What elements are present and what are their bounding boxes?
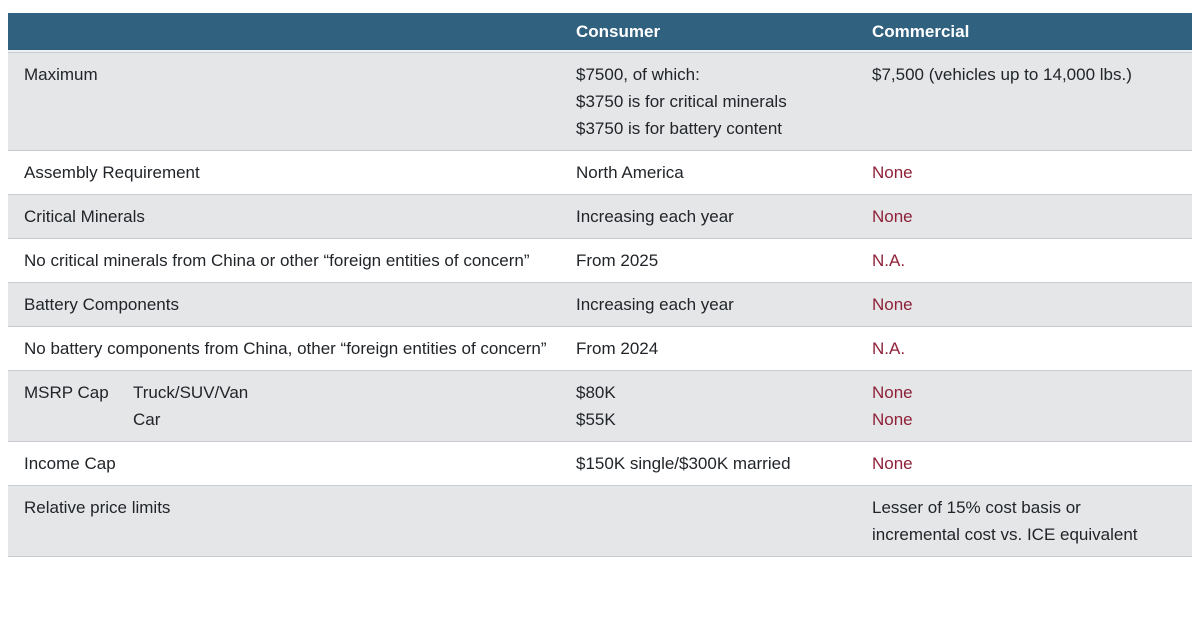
- consumer-value: $55K: [576, 410, 616, 429]
- consumer-value-cell: From 2024: [560, 327, 856, 370]
- row-label: No critical minerals from China or other…: [24, 251, 530, 270]
- commercial-value: N.A.: [872, 251, 906, 270]
- row-label: Assembly Requirement: [24, 163, 200, 182]
- header-commercial: Commercial: [872, 22, 970, 41]
- consumer-value: $3750 is for critical minerals: [576, 92, 787, 111]
- table-row: Maximum $7500, of which: $3750 is for crit…: [8, 52, 1192, 151]
- row-sublabel: Truck/SUV/Van: [133, 383, 249, 402]
- row-label-cell: Income Cap: [8, 442, 560, 485]
- row-label-cell: Critical Minerals: [8, 195, 560, 238]
- row-label-cell: Relative price limits: [8, 486, 560, 556]
- commercial-value: None: [872, 410, 913, 429]
- commercial-value: Lesser of 15% cost basis or: [872, 498, 1081, 517]
- commercial-value: $7,500 (vehicles up to 14,000 lbs.): [872, 65, 1132, 84]
- consumer-value-cell: Increasing each year: [560, 283, 856, 326]
- table-row: MSRP Cap Truck/SUV/Van Car $80K $55K None None: [8, 370, 1192, 442]
- commercial-value-cell: None: [856, 283, 1192, 326]
- row-label: Critical Minerals: [24, 207, 145, 226]
- header-consumer: Consumer: [576, 22, 661, 41]
- table-header-row: Consumer Commercial: [8, 13, 1192, 52]
- commercial-value-cell: None None: [856, 371, 1192, 441]
- consumer-value-cell: $7500, of which: $3750 is for critical mi…: [560, 53, 856, 150]
- row-label-cell: Assembly Requirement: [8, 151, 560, 194]
- comparison-table: Consumer Commercial Maximum $7500, of whi…: [8, 13, 1192, 557]
- table-row: No battery components from China, other …: [8, 327, 1192, 370]
- row-label: Battery Components: [24, 295, 179, 314]
- commercial-value-cell: $7,500 (vehicles up to 14,000 lbs.): [856, 53, 1192, 150]
- consumer-value: $80K: [576, 383, 616, 402]
- page: Consumer Commercial Maximum $7500, of whi…: [8, 13, 1192, 557]
- commercial-value: None: [872, 163, 913, 182]
- consumer-value: Increasing each year: [576, 207, 734, 226]
- commercial-value-cell: N.A.: [856, 239, 1192, 282]
- commercial-value: None: [872, 207, 913, 226]
- consumer-value-cell: From 2025: [560, 239, 856, 282]
- label-with-sublabels: MSRP Cap Truck/SUV/Van Car: [24, 379, 550, 433]
- commercial-value-cell: None: [856, 442, 1192, 485]
- consumer-value-cell: $80K $55K: [560, 371, 856, 441]
- table-row: Relative price limits Lesser of 15% cost …: [8, 485, 1192, 557]
- commercial-value-cell: None: [856, 151, 1192, 194]
- consumer-value: $150K single/$300K married: [576, 454, 791, 473]
- table-row: No critical minerals from China or other…: [8, 239, 1192, 282]
- consumer-value-cell: [560, 486, 856, 556]
- consumer-value-cell: Increasing each year: [560, 195, 856, 238]
- row-sublabel: Car: [133, 410, 161, 429]
- row-label-cell: No critical minerals from China or other…: [8, 239, 560, 282]
- table-row: Critical Minerals Increasing each year Non…: [8, 194, 1192, 239]
- row-label: MSRP Cap: [24, 383, 109, 402]
- table-body: Maximum $7500, of which: $3750 is for crit…: [8, 52, 1192, 557]
- row-label-cell: Battery Components: [8, 283, 560, 326]
- consumer-value: Increasing each year: [576, 295, 734, 314]
- consumer-value: From 2025: [576, 251, 659, 270]
- table-row: Battery Components Increasing each year No…: [8, 282, 1192, 327]
- consumer-value: $7500, of which:: [576, 65, 700, 84]
- consumer-value: North America: [576, 163, 684, 182]
- row-label-cell: MSRP Cap Truck/SUV/Van Car: [8, 371, 560, 441]
- header-empty-cell: [8, 13, 560, 50]
- table-row: Assembly Requirement North America None: [8, 151, 1192, 194]
- commercial-value: None: [872, 454, 913, 473]
- commercial-value: incremental cost vs. ICE equivalent: [872, 525, 1138, 544]
- row-label: Maximum: [24, 65, 98, 84]
- commercial-value-cell: None: [856, 195, 1192, 238]
- table-row: Income Cap $150K single/$300K married None: [8, 442, 1192, 485]
- consumer-value: From 2024: [576, 339, 659, 358]
- commercial-value: None: [872, 295, 913, 314]
- consumer-value-cell: $150K single/$300K married: [560, 442, 856, 485]
- row-label: Relative price limits: [24, 498, 171, 517]
- row-label-cell: No battery components from China, other …: [8, 327, 560, 370]
- commercial-value-cell: N.A.: [856, 327, 1192, 370]
- row-label: Income Cap: [24, 454, 116, 473]
- consumer-value-cell: North America: [560, 151, 856, 194]
- commercial-value: N.A.: [872, 339, 906, 358]
- row-label-cell: Maximum: [8, 53, 560, 150]
- row-label: No battery components from China, other …: [24, 339, 547, 358]
- commercial-value: None: [872, 383, 913, 402]
- commercial-value-cell: Lesser of 15% cost basis or incremental c…: [856, 486, 1192, 556]
- row-sublabels: Truck/SUV/Van Car: [133, 379, 248, 433]
- consumer-value: $3750 is for battery content: [576, 119, 783, 138]
